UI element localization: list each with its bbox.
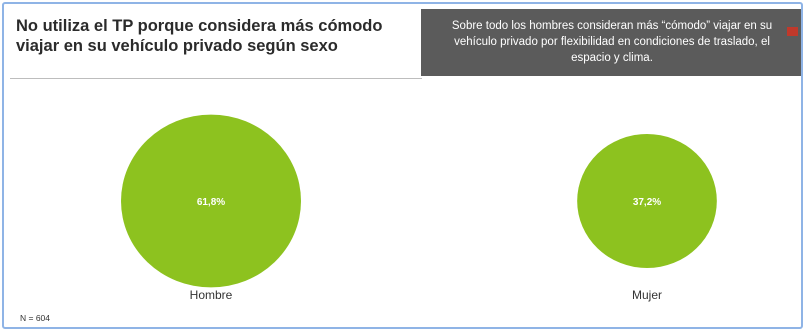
chart-slide: No utiliza el TP porque considera más có…: [2, 2, 803, 329]
bubble-mujer: [577, 133, 717, 269]
bubble-hombre: [121, 114, 301, 288]
bubble-value-label: 37,2%: [633, 197, 661, 208]
bubble-value-label: 61,8%: [197, 197, 225, 208]
insight-callout-text: Sobre todo los hombres consideran más “c…: [451, 20, 773, 64]
chart-title: No utiliza el TP porque considera más có…: [16, 17, 383, 55]
flag-icon: [787, 27, 798, 36]
title-divider: [10, 78, 422, 79]
insight-callout: Sobre todo los hombres consideran más “c…: [421, 9, 801, 76]
category-label: Mujer: [632, 288, 662, 302]
category-label: Hombre: [190, 288, 233, 302]
sample-size-note: N = 604: [20, 313, 51, 323]
bubble-chart: 61,8% Hombre 37,2% Mujer: [121, 114, 717, 302]
